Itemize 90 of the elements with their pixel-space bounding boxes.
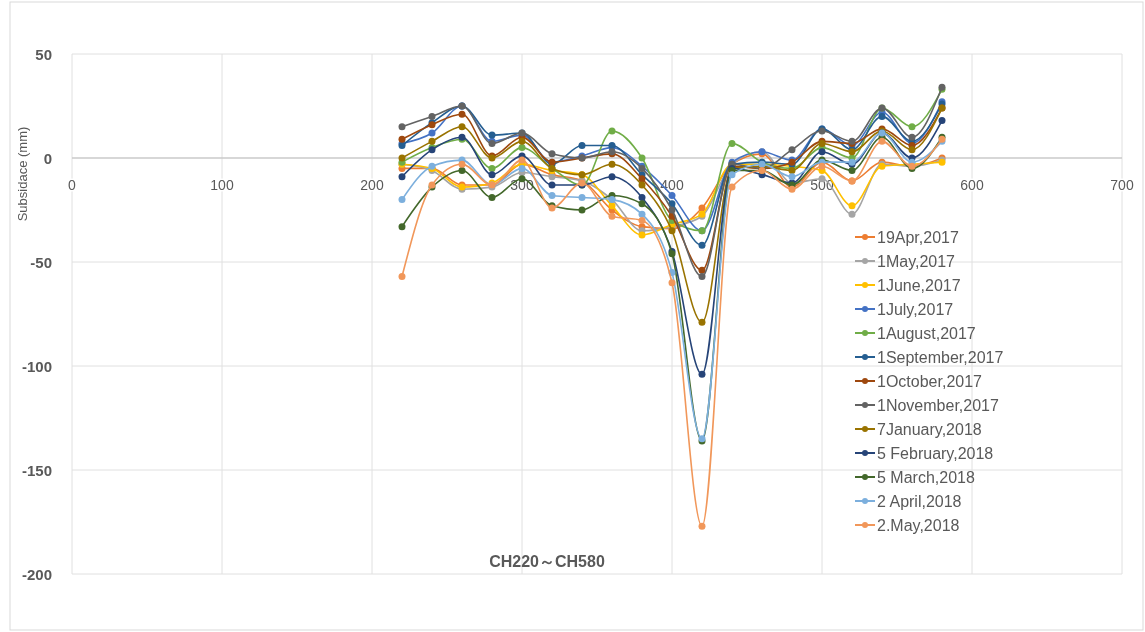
point: [668, 279, 676, 287]
point: [638, 210, 646, 218]
point: [518, 156, 526, 164]
point: [458, 123, 466, 131]
point: [668, 191, 676, 199]
point: [608, 127, 616, 135]
point: [428, 112, 436, 120]
legend-label: 1June,2017: [877, 277, 961, 294]
point: [728, 139, 736, 147]
y-axis-title: Subsidace (mm): [15, 126, 30, 222]
legend-label: 2 April,2018: [877, 493, 962, 510]
legend-label: 7January,2018: [877, 421, 982, 438]
point: [698, 273, 706, 281]
point: [398, 135, 406, 143]
legend-label: 1August,2017: [877, 325, 976, 342]
point: [518, 137, 526, 145]
point: [398, 173, 406, 181]
point: [728, 183, 736, 191]
point: [428, 137, 436, 145]
point: [638, 175, 646, 183]
point: [398, 273, 406, 281]
point: [848, 166, 856, 174]
point: [458, 160, 466, 168]
point: [698, 318, 706, 326]
point: [638, 231, 646, 239]
point: [638, 181, 646, 189]
point: [638, 200, 646, 208]
y-tick-label: 0: [43, 150, 52, 167]
point: [788, 173, 796, 181]
point: [908, 133, 916, 141]
point: [878, 112, 886, 120]
point: [398, 223, 406, 231]
point: [908, 146, 916, 154]
point: [848, 202, 856, 210]
point: [668, 206, 676, 214]
legend-label: 1September,2017: [877, 349, 1004, 366]
x-tick-label: 100: [210, 177, 234, 193]
point: [938, 117, 946, 125]
point: [548, 191, 556, 199]
legend-label: 19Apr,2017: [877, 229, 959, 246]
point: [698, 522, 706, 530]
legend-label: 1July,2017: [877, 301, 954, 318]
point: [668, 200, 676, 208]
y-tick-label: -150: [21, 462, 52, 479]
y-tick-label: -50: [30, 254, 52, 271]
point: [608, 202, 616, 210]
point: [848, 210, 856, 218]
point: [608, 212, 616, 220]
point: [638, 154, 646, 162]
point: [698, 241, 706, 249]
point: [608, 173, 616, 181]
point: [548, 150, 556, 158]
point: [398, 123, 406, 131]
point: [488, 194, 496, 202]
legend-label: 2.May,2018: [877, 517, 960, 534]
point: [398, 196, 406, 204]
point: [518, 164, 526, 172]
legend-label: 1May,2017: [877, 253, 956, 270]
x-tick-label: 700: [1110, 177, 1134, 193]
point: [488, 131, 496, 139]
legend-label: 1November,2017: [877, 397, 999, 414]
text: CH220～CH580: [489, 553, 605, 570]
point: [728, 171, 736, 179]
legend-label: 1October,2017: [877, 373, 983, 390]
point: [578, 194, 586, 202]
y-tick-label: -200: [21, 566, 52, 583]
x-tick-label: 200: [360, 177, 384, 193]
point: [638, 216, 646, 224]
x-tick-label: 600: [960, 177, 984, 193]
point: [878, 137, 886, 145]
point: [698, 370, 706, 378]
point: [698, 204, 706, 212]
point: [578, 142, 586, 150]
point: [638, 194, 646, 202]
point: [788, 146, 796, 154]
point: [818, 148, 826, 156]
point: [548, 181, 556, 189]
point: [428, 129, 436, 137]
point: [488, 171, 496, 179]
point: [818, 162, 826, 170]
point: [608, 160, 616, 168]
y-tick-label: -100: [21, 358, 52, 375]
legend-label: 5 March,2018: [877, 469, 975, 486]
legend-label: 5 February,2018: [877, 445, 994, 462]
y-tick-label: 50: [35, 46, 52, 63]
point: [578, 206, 586, 214]
point: [398, 154, 406, 162]
x-tick-label: 0: [68, 177, 77, 193]
point: [908, 123, 916, 131]
point: [458, 110, 466, 118]
